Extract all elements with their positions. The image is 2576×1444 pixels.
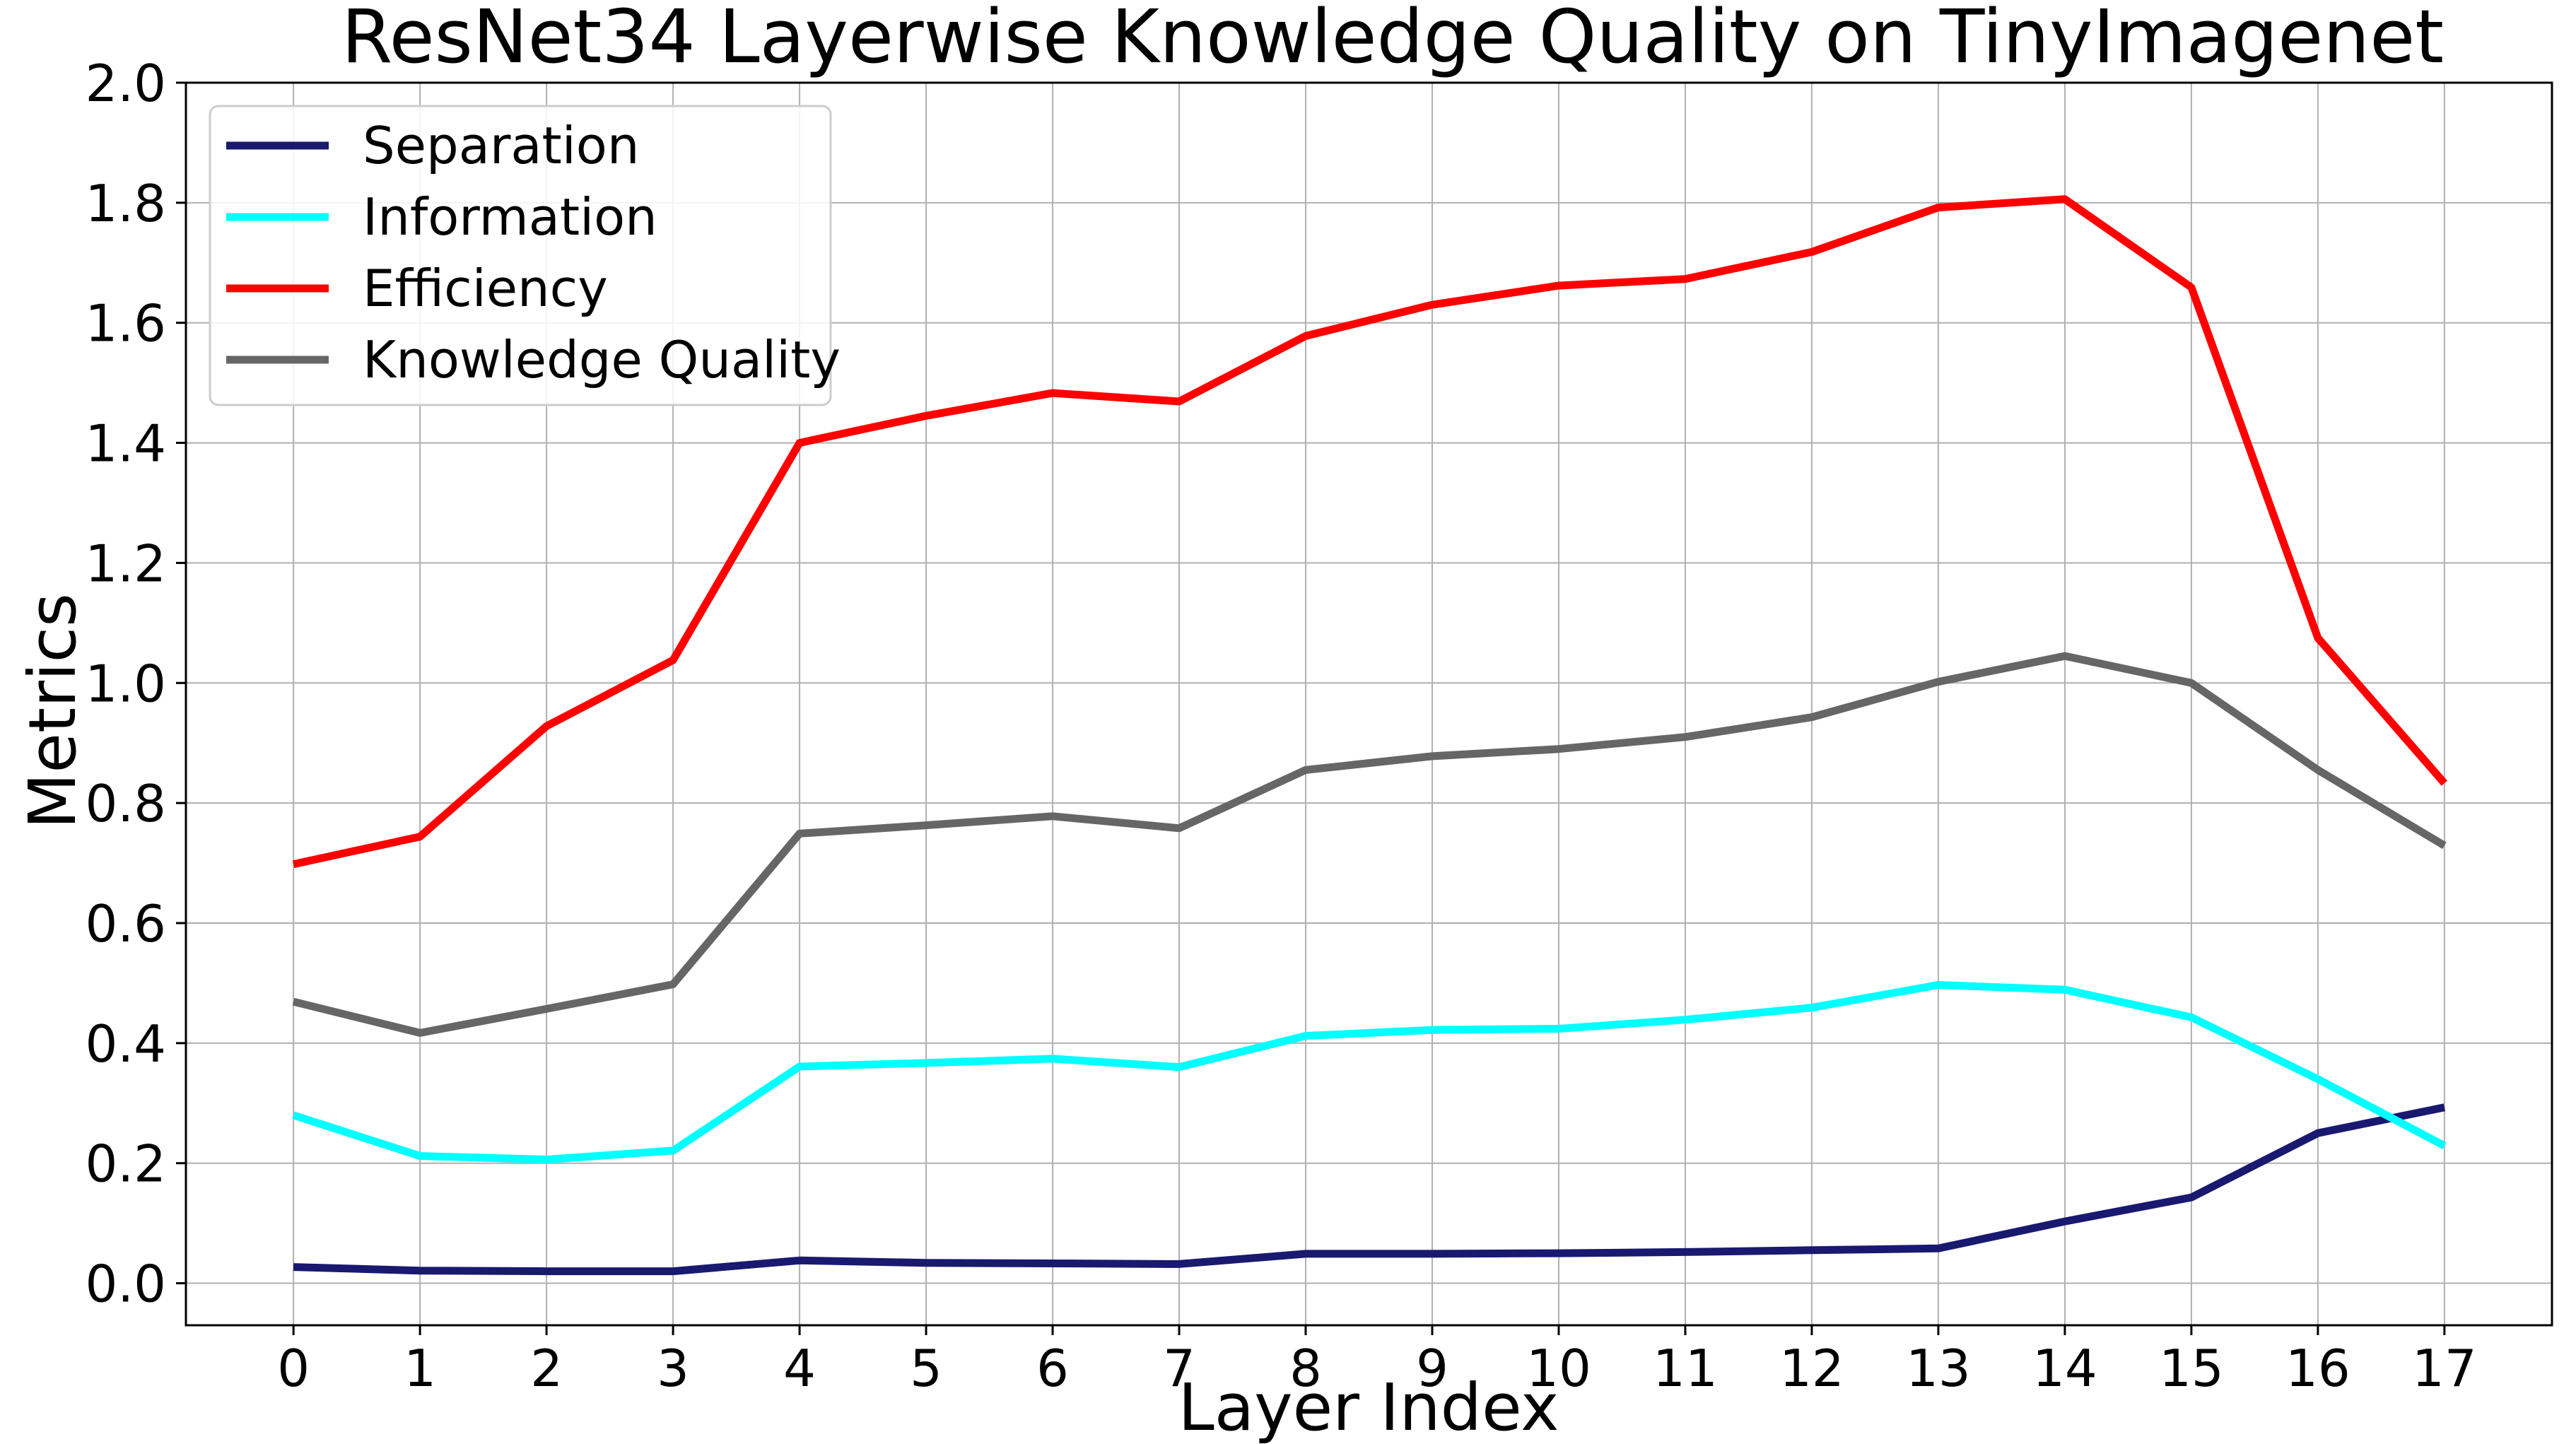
y-tick-label: 0.4 — [85, 1014, 166, 1074]
legend-box — [209, 105, 832, 406]
legend-label-knowledge-quality: Knowledge Quality — [363, 330, 841, 389]
x-tick-label: 11 — [1653, 1339, 1718, 1398]
x-tick-label: 15 — [2159, 1339, 2224, 1398]
x-tick-label: 7 — [1163, 1339, 1195, 1398]
legend-label-efficiency: Efficiency — [363, 259, 608, 318]
legend-label-information: Information — [363, 187, 657, 247]
x-tick-label: 10 — [1526, 1339, 1591, 1398]
y-tick-label: 0.8 — [85, 774, 166, 833]
y-axis: 0.0 0.2 0.4 0.6 0.8 1.0 1.2 1.4 1.6 1.8 2.0 — [85, 54, 186, 1314]
series-lines — [292, 195, 2448, 1276]
y-tick-label: 1.6 — [85, 294, 166, 353]
x-tick-label: 14 — [2032, 1339, 2097, 1398]
x-tick-label: 3 — [657, 1339, 689, 1398]
series-line-knowledge-quality — [292, 652, 2447, 1037]
series-line-information — [292, 981, 2447, 1164]
y-tick-label: 1.0 — [85, 654, 166, 713]
y-tick-label: 1.2 — [85, 534, 166, 593]
legend-label-separation: Separation — [363, 116, 639, 175]
x-tick-label: 13 — [1906, 1339, 1971, 1398]
x-tick-label: 12 — [1779, 1339, 1844, 1398]
x-tick-label: 16 — [2285, 1339, 2350, 1398]
x-tick-label: 5 — [910, 1339, 942, 1398]
plot-area-frame — [185, 81, 2553, 1327]
y-tick-label: 0.2 — [85, 1134, 166, 1194]
x-axis: 0 1 2 3 4 5 6 7 8 9 10 11 12 13 14 15 16 17 — [277, 1325, 2477, 1398]
x-axis-label: Layer Index — [1178, 1370, 1559, 1444]
x-tick-label: 0 — [277, 1339, 310, 1398]
y-axis-label: Metrics — [15, 593, 90, 829]
x-tick-label: 1 — [404, 1339, 436, 1398]
y-tick-label: 0.0 — [85, 1255, 166, 1314]
chart-title: ResNet34 Layerwise Knowledge Quality on … — [341, 0, 2444, 80]
series-line-efficiency — [292, 195, 2448, 869]
x-tick-label: 9 — [1416, 1339, 1448, 1398]
x-tick-label: 8 — [1289, 1339, 1322, 1398]
x-tick-label: 4 — [783, 1339, 816, 1398]
series-line-separation — [293, 1103, 2445, 1276]
y-tick-label: 0.6 — [85, 894, 166, 953]
x-tick-label: 17 — [2412, 1339, 2477, 1398]
x-tick-label: 6 — [1036, 1339, 1069, 1398]
legend: Separation Information Efficiency Knowledge… — [209, 105, 841, 406]
y-tick-label: 1.8 — [85, 174, 166, 233]
y-tick-label: 2.0 — [85, 54, 166, 113]
y-tick-label: 1.4 — [85, 414, 166, 474]
x-tick-label: 2 — [530, 1339, 563, 1398]
